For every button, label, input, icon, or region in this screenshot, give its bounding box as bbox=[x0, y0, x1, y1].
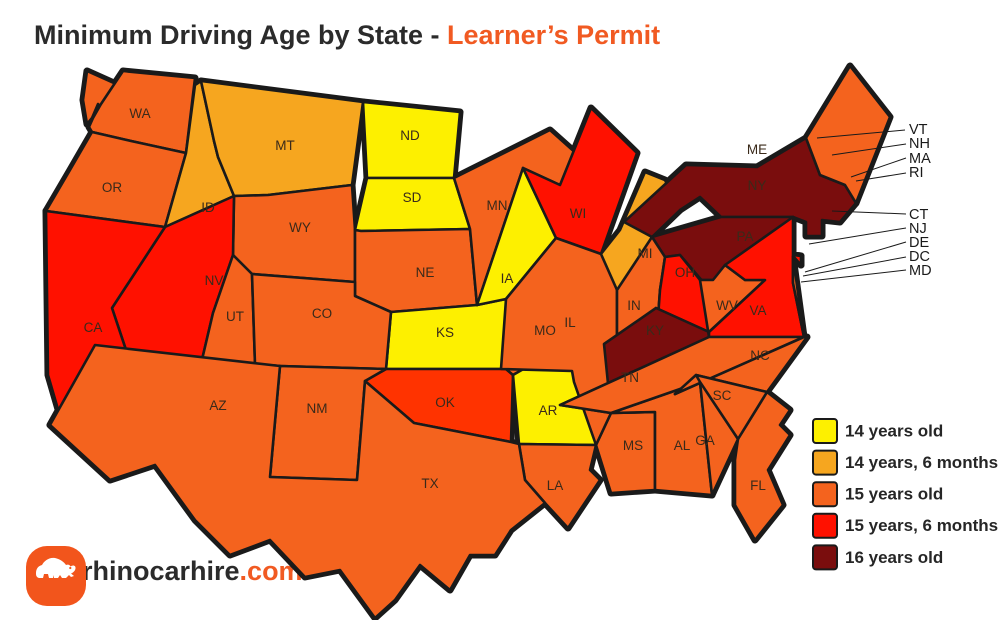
svg-text:KY: KY bbox=[646, 323, 664, 338]
svg-text:CO: CO bbox=[312, 306, 332, 321]
svg-text:OR: OR bbox=[102, 180, 123, 195]
svg-text:KS: KS bbox=[436, 325, 454, 340]
svg-text:TX: TX bbox=[421, 476, 438, 491]
svg-text:IL: IL bbox=[564, 315, 576, 330]
svg-text:CA: CA bbox=[84, 320, 103, 335]
svg-text:NY: NY bbox=[748, 178, 767, 193]
svg-text:MD: MD bbox=[909, 263, 932, 279]
svg-text:MN: MN bbox=[487, 198, 508, 213]
svg-text:NE: NE bbox=[416, 265, 435, 280]
svg-text:SC: SC bbox=[713, 388, 732, 403]
svg-text:WI: WI bbox=[570, 206, 587, 221]
svg-text:AR: AR bbox=[539, 403, 558, 418]
svg-text:15 years old: 15 years old bbox=[845, 485, 943, 504]
svg-text:TN: TN bbox=[621, 370, 639, 385]
svg-text:NV: NV bbox=[205, 273, 224, 288]
svg-text:AL: AL bbox=[674, 438, 691, 453]
svg-text:UT: UT bbox=[226, 309, 244, 324]
svg-text:OK: OK bbox=[435, 395, 455, 410]
svg-text:MI: MI bbox=[638, 246, 653, 261]
svg-text:WV: WV bbox=[716, 298, 738, 313]
svg-text:MS: MS bbox=[623, 438, 643, 453]
svg-text:14 years, 6 months: 14 years, 6 months bbox=[845, 453, 998, 472]
svg-text:LA: LA bbox=[547, 478, 564, 493]
svg-text:WY: WY bbox=[289, 220, 311, 235]
svg-text:GA: GA bbox=[695, 433, 715, 448]
svg-text:ID: ID bbox=[201, 200, 215, 215]
svg-text:OH: OH bbox=[675, 265, 695, 280]
svg-text:IA: IA bbox=[501, 271, 514, 286]
svg-text:RI: RI bbox=[909, 165, 924, 181]
svg-text:NC: NC bbox=[750, 348, 770, 363]
svg-text:WA: WA bbox=[129, 106, 150, 121]
svg-text:16 years old: 16 years old bbox=[845, 548, 943, 567]
svg-text:NH: NH bbox=[909, 136, 930, 152]
svg-text:MO: MO bbox=[534, 323, 556, 338]
svg-text:IN: IN bbox=[627, 298, 641, 313]
svg-text:AZ: AZ bbox=[209, 398, 226, 413]
svg-text:PA: PA bbox=[736, 229, 753, 244]
svg-text:NM: NM bbox=[307, 401, 328, 416]
svg-text:ME: ME bbox=[747, 142, 767, 157]
svg-text:15 years, 6 months: 15 years, 6 months bbox=[845, 516, 998, 535]
svg-text:SD: SD bbox=[403, 190, 422, 205]
svg-text:FL: FL bbox=[750, 478, 766, 493]
svg-text:14 years old: 14 years old bbox=[845, 422, 943, 441]
svg-text:MT: MT bbox=[275, 138, 295, 153]
svg-text:ND: ND bbox=[400, 128, 420, 143]
svg-text:VA: VA bbox=[749, 303, 766, 318]
